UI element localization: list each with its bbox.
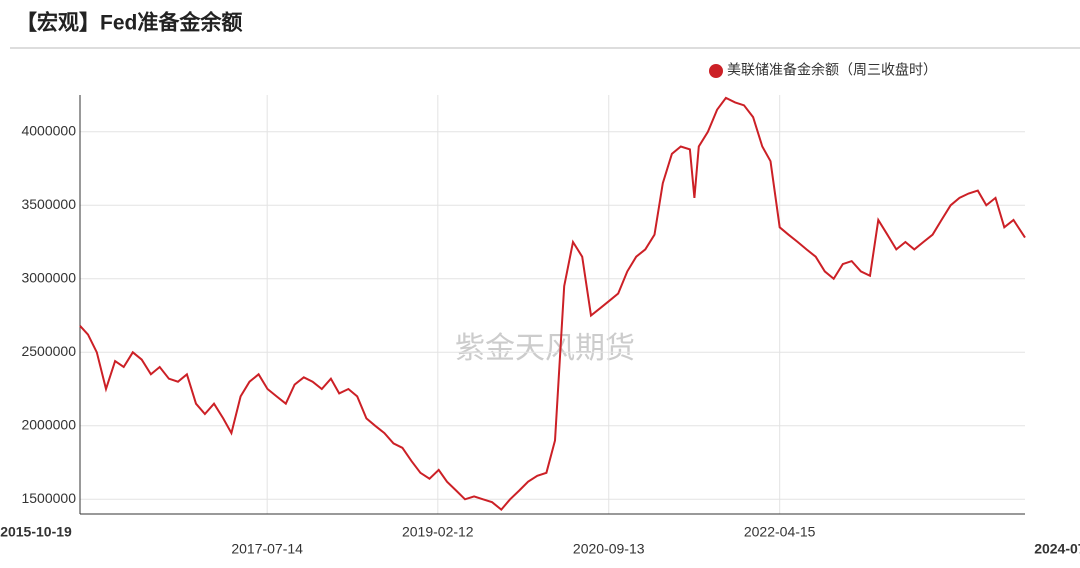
y-tick-label: 3500000	[21, 196, 76, 212]
y-tick-label: 1500000	[21, 490, 76, 506]
legend-label: 美联储准备金余额（周三收盘时）	[727, 62, 937, 78]
x-tick-label: 2024-07-24	[1034, 541, 1080, 557]
y-tick-label: 2500000	[21, 343, 76, 359]
watermark: 紫金天风期货	[455, 332, 635, 365]
legend-marker	[709, 64, 723, 78]
x-tick-label: 2019-02-12	[402, 524, 474, 540]
chart-title: 【宏观】Fed准备金余额	[16, 11, 242, 35]
y-tick-label: 4000000	[21, 122, 76, 138]
series-line	[79, 96, 1026, 511]
x-tick-label: 2022-04-15	[744, 524, 816, 540]
x-tick-label: 2020-09-13	[573, 541, 645, 557]
y-tick-label: 2000000	[21, 416, 76, 432]
y-tick-label: 3000000	[21, 269, 76, 285]
x-tick-label: 2017-07-14	[231, 541, 303, 557]
x-tick-label: 2015-10-19	[0, 524, 72, 540]
